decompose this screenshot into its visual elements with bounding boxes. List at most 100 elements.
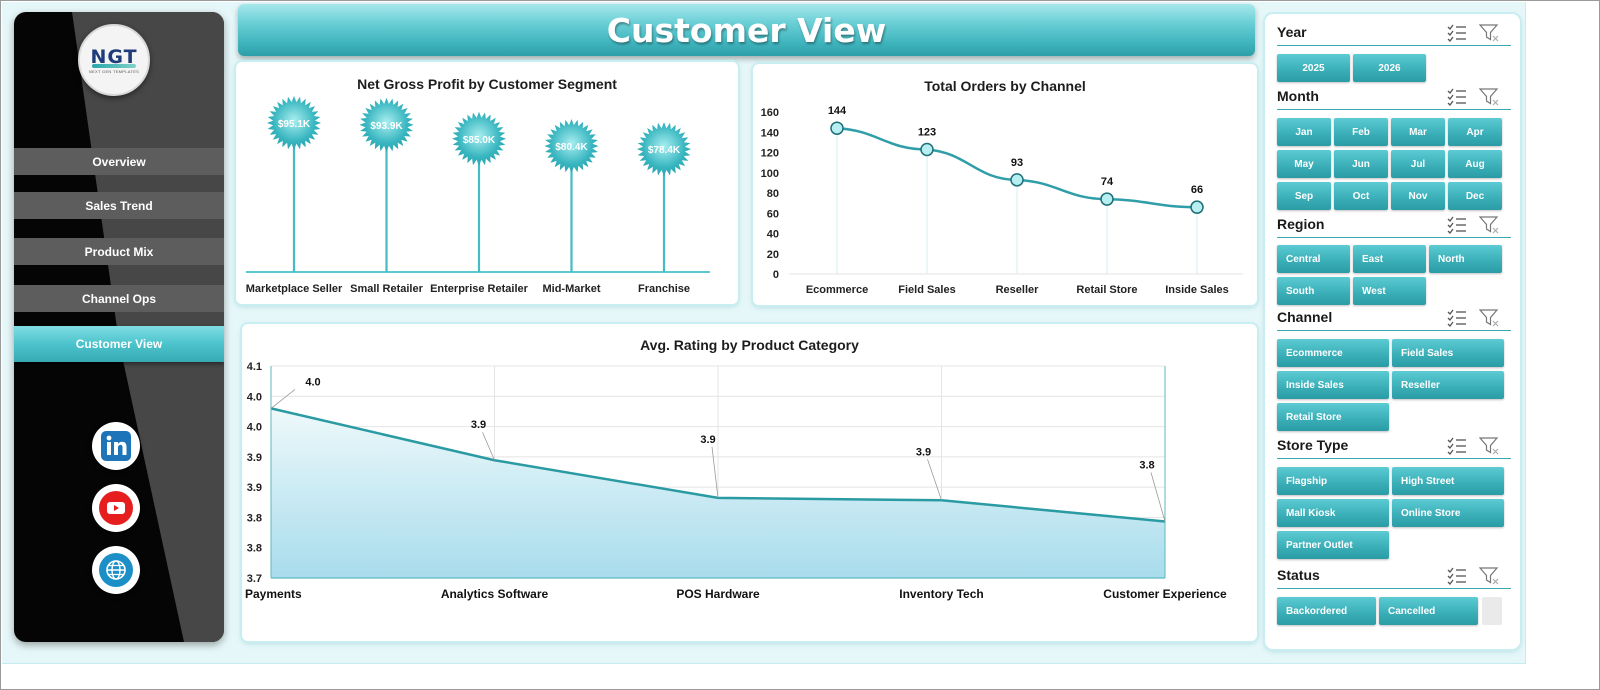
slicer-option-store-type[interactable]: High Street <box>1392 467 1504 495</box>
slicer-option-month[interactable]: Aug <box>1448 150 1502 178</box>
clear-filter-icon[interactable] <box>1478 216 1499 234</box>
slicer-channel-title: Channel <box>1277 309 1333 325</box>
multi-select-icon[interactable] <box>1447 88 1467 106</box>
rating-area-fill <box>271 408 1165 578</box>
slicer-option-store-type[interactable]: Flagship <box>1277 467 1389 495</box>
clear-filter-icon[interactable] <box>1478 309 1499 327</box>
multi-select-icon[interactable] <box>1447 309 1467 327</box>
globe-icon[interactable] <box>92 546 140 594</box>
slicer-option-month[interactable]: Feb <box>1334 118 1388 146</box>
slicer-option-month[interactable]: Oct <box>1334 182 1388 210</box>
channel-point <box>1010 173 1024 187</box>
clear-filter-icon[interactable] <box>1478 567 1499 585</box>
nav-sales-trend[interactable]: Sales Trend <box>14 192 224 219</box>
segment-category-label: Franchise <box>638 283 690 295</box>
slicer-option-region[interactable]: East <box>1353 245 1426 273</box>
segment-point-marker <box>544 119 599 173</box>
slicer-option-channel[interactable]: Retail Store <box>1277 403 1389 431</box>
segment-data-label: $80.4K <box>555 142 588 153</box>
multi-select-icon[interactable] <box>1447 24 1467 42</box>
slicer-option-status[interactable]: Cancelled <box>1379 597 1478 625</box>
slicer-option-year[interactable]: 2026 <box>1353 54 1426 82</box>
slicer-store-type-title: Store Type <box>1277 437 1349 453</box>
rating-data-label: 3.9 <box>916 446 931 458</box>
clear-filter-icon[interactable] <box>1478 24 1499 42</box>
clear-filter-icon[interactable] <box>1478 88 1499 106</box>
multi-select-icon[interactable] <box>1447 437 1467 455</box>
dashboard-canvas: NGT NEXT GEN TEMPLATES Overview Sales Tr… <box>2 2 1526 664</box>
channel-y-tick: 100 <box>761 168 779 180</box>
multi-select-icon[interactable] <box>1447 216 1467 234</box>
nav-customer-view[interactable]: Customer View <box>14 326 224 362</box>
linkedin-icon[interactable] <box>92 422 140 470</box>
slicer-option-month[interactable]: May <box>1277 150 1331 178</box>
slicer-option-region[interactable]: North <box>1429 245 1502 273</box>
slicer-option-channel[interactable]: Reseller <box>1392 371 1504 399</box>
channel-y-tick: 80 <box>767 188 779 200</box>
multi-select-icon[interactable] <box>1447 567 1467 585</box>
rating-chart-card: Avg. Rating by Product Category 3.7 3.8 3.… <box>242 324 1257 641</box>
slicer-option-store-type[interactable]: Mall Kiosk <box>1277 499 1389 527</box>
slicer-option-store-type[interactable]: Online Store <box>1392 499 1504 527</box>
segment-point-marker <box>267 96 321 150</box>
clear-filter-icon[interactable] <box>1478 437 1499 455</box>
youtube-icon[interactable] <box>92 484 140 532</box>
segment-category-label: Enterprise Retailer <box>430 283 529 295</box>
nav-channel-ops[interactable]: Channel Ops <box>14 285 224 312</box>
slicer-option-store-type[interactable]: Partner Outlet <box>1277 531 1389 559</box>
segment-category-label: Marketplace Seller <box>246 283 343 295</box>
slicer-status-scroll-stub[interactable] <box>1482 597 1502 625</box>
slicer-option-month[interactable]: Dec <box>1448 182 1502 210</box>
channel-chart-title: Total Orders by Channel <box>924 78 1086 94</box>
channel-point <box>830 121 844 135</box>
slicer-option-year[interactable]: 2025 <box>1277 54 1350 82</box>
slicer-option-region[interactable]: Central <box>1277 245 1350 273</box>
channel-data-label: 66 <box>1191 184 1203 196</box>
slicer-panel: Year 2025 2026 Month Jan Feb Mar Apr May Jun Jul Au… <box>1265 14 1520 649</box>
segment-data-label: $93.9K <box>370 121 403 132</box>
slicer-option-region[interactable]: West <box>1353 277 1426 305</box>
channel-category-label: Inside Sales <box>1165 284 1229 296</box>
slicer-option-month[interactable]: Jun <box>1334 150 1388 178</box>
slicer-store-type-header: Store Type <box>1277 435 1511 459</box>
slicer-month-header: Month <box>1277 86 1511 110</box>
rating-data-label: 3.9 <box>471 419 486 431</box>
nav-product-mix[interactable]: Product Mix <box>14 238 224 265</box>
slicer-region-header: Region <box>1277 214 1511 238</box>
slicer-option-month[interactable]: Jan <box>1277 118 1331 146</box>
slicer-option-status[interactable]: Backordered <box>1277 597 1376 625</box>
rating-data-label: 3.9 <box>700 434 715 446</box>
nav-overview[interactable]: Overview <box>14 148 224 175</box>
channel-category-label: Reseller <box>996 284 1040 296</box>
slicer-option-month[interactable]: Nov <box>1391 182 1445 210</box>
channel-data-label: 144 <box>828 105 847 117</box>
rating-y-tick: 3.9 <box>247 482 262 494</box>
rating-category-label: Analytics Software <box>441 587 549 601</box>
rating-chart: 3.7 3.8 3.8 3.9 3.9 4.0 4.0 4.1 4.0 Payments 3.9 An… <box>245 361 1227 601</box>
rating-category-label: Inventory Tech <box>899 587 983 601</box>
segment-data-label: $78.4K <box>648 145 681 156</box>
rating-category-label: Payments <box>245 587 302 601</box>
channel-category-label: Retail Store <box>1076 284 1137 296</box>
slicer-option-month[interactable]: Mar <box>1391 118 1445 146</box>
slicer-status-header: Status <box>1277 565 1511 589</box>
rating-y-tick: 3.8 <box>247 512 262 524</box>
channel-y-tick: 0 <box>773 269 779 281</box>
channel-y-tick: 160 <box>761 107 779 119</box>
slicer-option-month[interactable]: Jul <box>1391 150 1445 178</box>
rating-y-tick: 3.8 <box>247 543 262 555</box>
slicer-option-channel[interactable]: Field Sales <box>1392 339 1504 367</box>
rating-y-tick: 4.0 <box>247 391 262 403</box>
slicer-option-month[interactable]: Sep <box>1277 182 1331 210</box>
page-title-banner: Customer View <box>238 4 1255 56</box>
slicer-option-channel[interactable]: Inside Sales <box>1277 371 1389 399</box>
slicer-option-channel[interactable]: Ecommerce <box>1277 339 1389 367</box>
segment-point-marker <box>359 97 414 152</box>
segment-chart-card: Net Gross Profit by Customer Segment $95… <box>236 62 738 304</box>
slicer-option-month[interactable]: Apr <box>1448 118 1502 146</box>
slicer-option-region[interactable]: South <box>1277 277 1350 305</box>
channel-chart: 0 20 40 60 80 100 120 140 160 144 Ecommerce 123 Fiel… <box>761 105 1243 296</box>
rating-label-leader <box>482 432 495 461</box>
logo-subtitle: NEXT GEN TEMPLATES <box>88 69 140 74</box>
